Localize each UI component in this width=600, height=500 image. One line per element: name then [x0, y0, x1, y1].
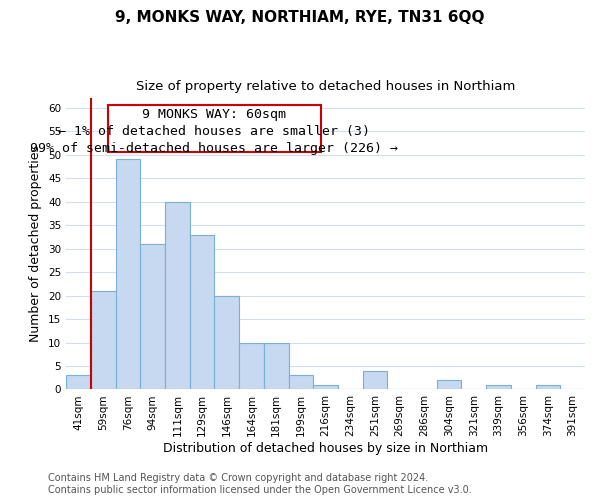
Bar: [264, 342, 289, 390]
Bar: [140, 244, 165, 390]
Bar: [66, 376, 91, 390]
Text: Contains HM Land Registry data © Crown copyright and database right 2024.
Contai: Contains HM Land Registry data © Crown c…: [48, 474, 472, 495]
Bar: [437, 380, 461, 390]
Bar: [116, 160, 140, 390]
Bar: [165, 202, 190, 390]
Bar: [91, 291, 116, 390]
Y-axis label: Number of detached properties: Number of detached properties: [29, 146, 43, 342]
Title: Size of property relative to detached houses in Northiam: Size of property relative to detached ho…: [136, 80, 515, 93]
Bar: [486, 385, 511, 390]
Bar: [214, 296, 239, 390]
FancyBboxPatch shape: [108, 106, 320, 152]
Bar: [289, 376, 313, 390]
Bar: [190, 234, 214, 390]
Bar: [313, 385, 338, 390]
Bar: [536, 385, 560, 390]
Text: 9 MONKS WAY: 60sqm
← 1% of detached houses are smaller (3)
99% of semi-detached : 9 MONKS WAY: 60sqm ← 1% of detached hous…: [31, 108, 398, 154]
Text: 9, MONKS WAY, NORTHIAM, RYE, TN31 6QQ: 9, MONKS WAY, NORTHIAM, RYE, TN31 6QQ: [115, 10, 485, 25]
Bar: [239, 342, 264, 390]
Bar: [362, 370, 388, 390]
X-axis label: Distribution of detached houses by size in Northiam: Distribution of detached houses by size …: [163, 442, 488, 455]
